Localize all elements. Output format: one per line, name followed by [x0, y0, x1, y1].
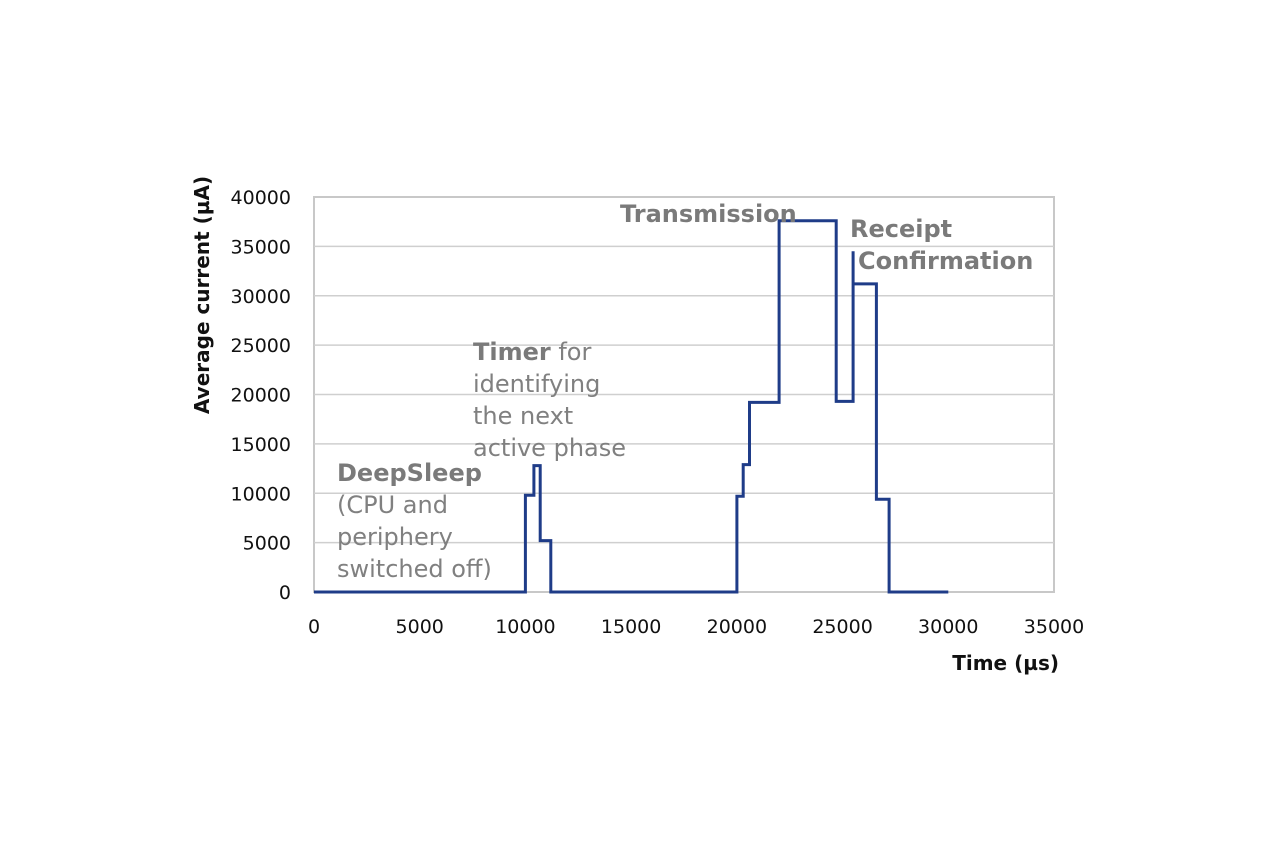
x-tick-label: 5000: [396, 616, 444, 638]
annotation-timer-bold: Timer: [473, 338, 551, 366]
y-tick-label: 10000: [231, 483, 291, 505]
annotation-deepsleep-bold: DeepSleep: [337, 459, 482, 487]
series-line-0: [314, 219, 949, 594]
annotation-deepsleep-line-2: periphery: [337, 523, 453, 551]
gridlines: [314, 245, 1054, 544]
x-tick-label: 0: [308, 616, 320, 638]
x-axis-ticks: 0 5000 10000 15000 20000 25000 30000 35000: [308, 616, 1084, 638]
y-tick-label: 0: [279, 582, 291, 604]
x-tick-label: 25000: [812, 616, 872, 638]
annotation-receipt-line-1: Confirmation: [858, 247, 1034, 275]
x-tick-label: 35000: [1024, 616, 1084, 638]
annotation-transmission-bold: Transmission: [620, 200, 797, 228]
y-tick-label: 15000: [231, 434, 291, 456]
annotation-deepsleep-line-1: (CPU and: [337, 491, 448, 519]
y-tick-label: 5000: [243, 533, 291, 555]
y-tick-label: 20000: [231, 385, 291, 407]
annotation-timer-rest: for: [550, 338, 592, 366]
x-axis-title: Time (µs): [952, 651, 1059, 675]
annotation-receipt: Receipt Confirmation: [850, 213, 1033, 277]
x-tick-label: 30000: [918, 616, 978, 638]
x-tick-label: 20000: [707, 616, 767, 638]
x-tick-label: 15000: [601, 616, 661, 638]
annotation-deepsleep-line-3: switched off): [337, 555, 492, 583]
annotation-receipt-bold: Receipt: [850, 215, 953, 243]
annotation-timer-line-1: identifying: [473, 370, 601, 398]
annotation-deepsleep: DeepSleep (CPU and periphery switched of…: [337, 457, 492, 585]
y-axis-title: Average current (µA): [190, 176, 214, 414]
y-tick-label: 40000: [231, 187, 291, 209]
y-tick-label: 30000: [231, 286, 291, 308]
annotation-timer-line-2: the next: [473, 402, 574, 430]
y-tick-label: 25000: [231, 335, 291, 357]
annotation-timer-line-3: active phase: [473, 434, 626, 462]
annotation-transmission: Transmission: [620, 198, 797, 230]
y-tick-label: 35000: [231, 236, 291, 258]
y-axis-ticks: 0 5000 10000 15000 20000 25000 30000 35000 40000: [231, 187, 291, 604]
x-tick-label: 10000: [495, 616, 555, 638]
annotation-timer: Timer for identifying the next active ph…: [473, 336, 626, 464]
series-group: [314, 219, 949, 594]
